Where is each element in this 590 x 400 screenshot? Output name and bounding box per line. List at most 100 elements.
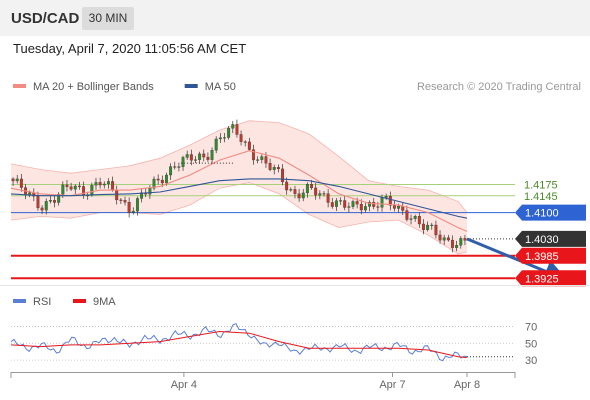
candle-23 [106,178,110,189]
candle-6 [36,191,40,211]
candle-body-22 [102,183,106,186]
candle-body-2 [19,178,23,188]
rsi-panel: RSI 9MA 30 50 70 [10,296,537,367]
candle-15 [73,184,77,194]
candle-9 [48,195,52,204]
candle-body-27 [123,200,127,203]
candle-body-107 [455,245,459,248]
candle-51 [223,133,226,143]
candle-body-69 [297,193,301,199]
candle-60 [260,154,264,164]
candle-body-11 [57,194,61,203]
candle-body-96 [409,218,413,220]
candle-99 [422,219,425,235]
bollinger-upper-line [10,120,468,213]
candle-98 [417,212,421,228]
candle-body-33 [148,188,152,195]
candle-77 [330,197,334,209]
candle-body-20 [94,182,98,186]
candle-109 [463,234,467,246]
candle-body-16 [77,185,81,187]
candle-body-99 [422,223,425,230]
candle-body-29 [131,210,135,213]
candle-body-46 [202,153,206,158]
ma50-line [10,178,468,219]
candle-body-53 [231,124,235,129]
candle-body-56 [243,141,247,143]
candle-body-0 [11,178,15,182]
candle-40 [177,162,181,172]
candle-63 [272,164,276,175]
candle-52 [227,126,231,140]
candle-body-49 [214,138,218,151]
candle-70 [301,189,305,202]
candle-76 [326,189,330,208]
candle-body-84 [359,203,363,211]
candle-body-104 [442,237,446,241]
candle-49 [214,136,218,154]
candle-body-64 [276,167,280,170]
level-label-1.3985: 1.3985 [525,251,559,263]
candle-0 [11,177,15,186]
candle-body-71 [305,183,309,194]
candle-78 [334,198,338,211]
candle-39 [173,161,177,170]
candle-body-7 [40,207,44,211]
candle-body-82 [351,201,355,207]
candle-body-93 [397,206,401,209]
symbol-label: USD/CAD [11,10,80,27]
candle-92 [393,200,396,212]
candle-body-58 [252,149,255,161]
candle-body-100 [426,224,430,230]
candle-body-88 [376,206,380,208]
candle-body-24 [111,181,115,191]
candle-16 [77,181,81,190]
candle-body-13 [65,184,69,187]
candle-107 [455,240,459,252]
candle-57 [247,137,251,152]
candle-body-97 [413,216,417,219]
candle-97 [413,214,417,222]
candle-body-50 [218,137,222,140]
candle-body-67 [289,189,293,191]
candle-body-95 [405,210,409,220]
candle-30 [135,196,139,216]
candle-body-36 [160,179,164,184]
timeframe-button[interactable]: 30 MIN [82,7,134,30]
candle-body-6 [36,196,40,209]
candle-body-1 [15,178,19,182]
candle-29 [131,207,135,215]
candle-body-14 [69,186,73,190]
candle-81 [347,202,351,213]
candle-body-63 [272,167,276,170]
candle-body-34 [152,178,156,189]
candle-body-19 [90,184,94,196]
candle-body-65 [281,168,284,183]
time-label-Apr 7: Apr 7 [379,379,405,391]
candle-86 [368,200,372,212]
candle-body-43 [189,154,193,161]
candle-103 [438,230,442,244]
candle-body-72 [310,183,313,189]
candle-body-86 [368,202,372,207]
candle-body-103 [438,234,442,241]
candle-38 [169,163,173,180]
candle-body-8 [44,201,48,211]
candle-45 [198,151,202,164]
candle-27 [123,196,127,206]
candle-62 [268,158,272,172]
candle-body-12 [61,184,65,195]
candle-body-83 [355,201,359,205]
candle-body-89 [380,197,384,208]
candle-82 [351,199,355,210]
rsi-line [10,322,468,362]
candle-body-21 [98,182,102,186]
candle-body-102 [434,224,438,236]
time-label-Apr 8: Apr 8 [454,379,480,391]
candle-body-106 [451,239,454,248]
level-label-1.3925: 1.3925 [525,273,559,285]
candle-body-87 [372,202,376,207]
candle-102 [434,220,438,239]
candle-body-38 [169,166,173,176]
